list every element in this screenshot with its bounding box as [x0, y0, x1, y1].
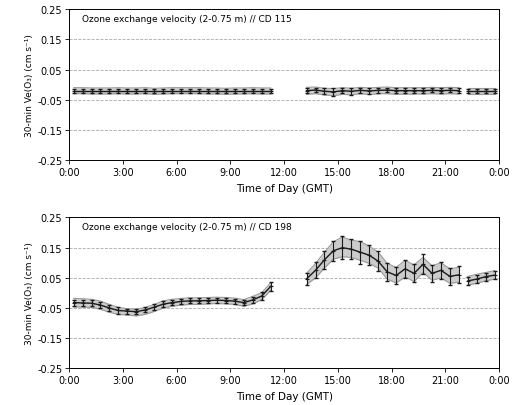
X-axis label: Time of Day (GMT): Time of Day (GMT): [236, 183, 333, 193]
Y-axis label: 30-min Ve(O₃) (cm s⁻¹): 30-min Ve(O₃) (cm s⁻¹): [25, 242, 34, 345]
Y-axis label: 30-min Ve(O₃) (cm s⁻¹): 30-min Ve(O₃) (cm s⁻¹): [25, 34, 34, 137]
Text: Ozone exchange velocity (2-0.75 m) // CD 198: Ozone exchange velocity (2-0.75 m) // CD…: [82, 222, 292, 231]
Text: Ozone exchange velocity (2-0.75 m) // CD 115: Ozone exchange velocity (2-0.75 m) // CD…: [82, 15, 292, 23]
X-axis label: Time of Day (GMT): Time of Day (GMT): [236, 391, 333, 401]
